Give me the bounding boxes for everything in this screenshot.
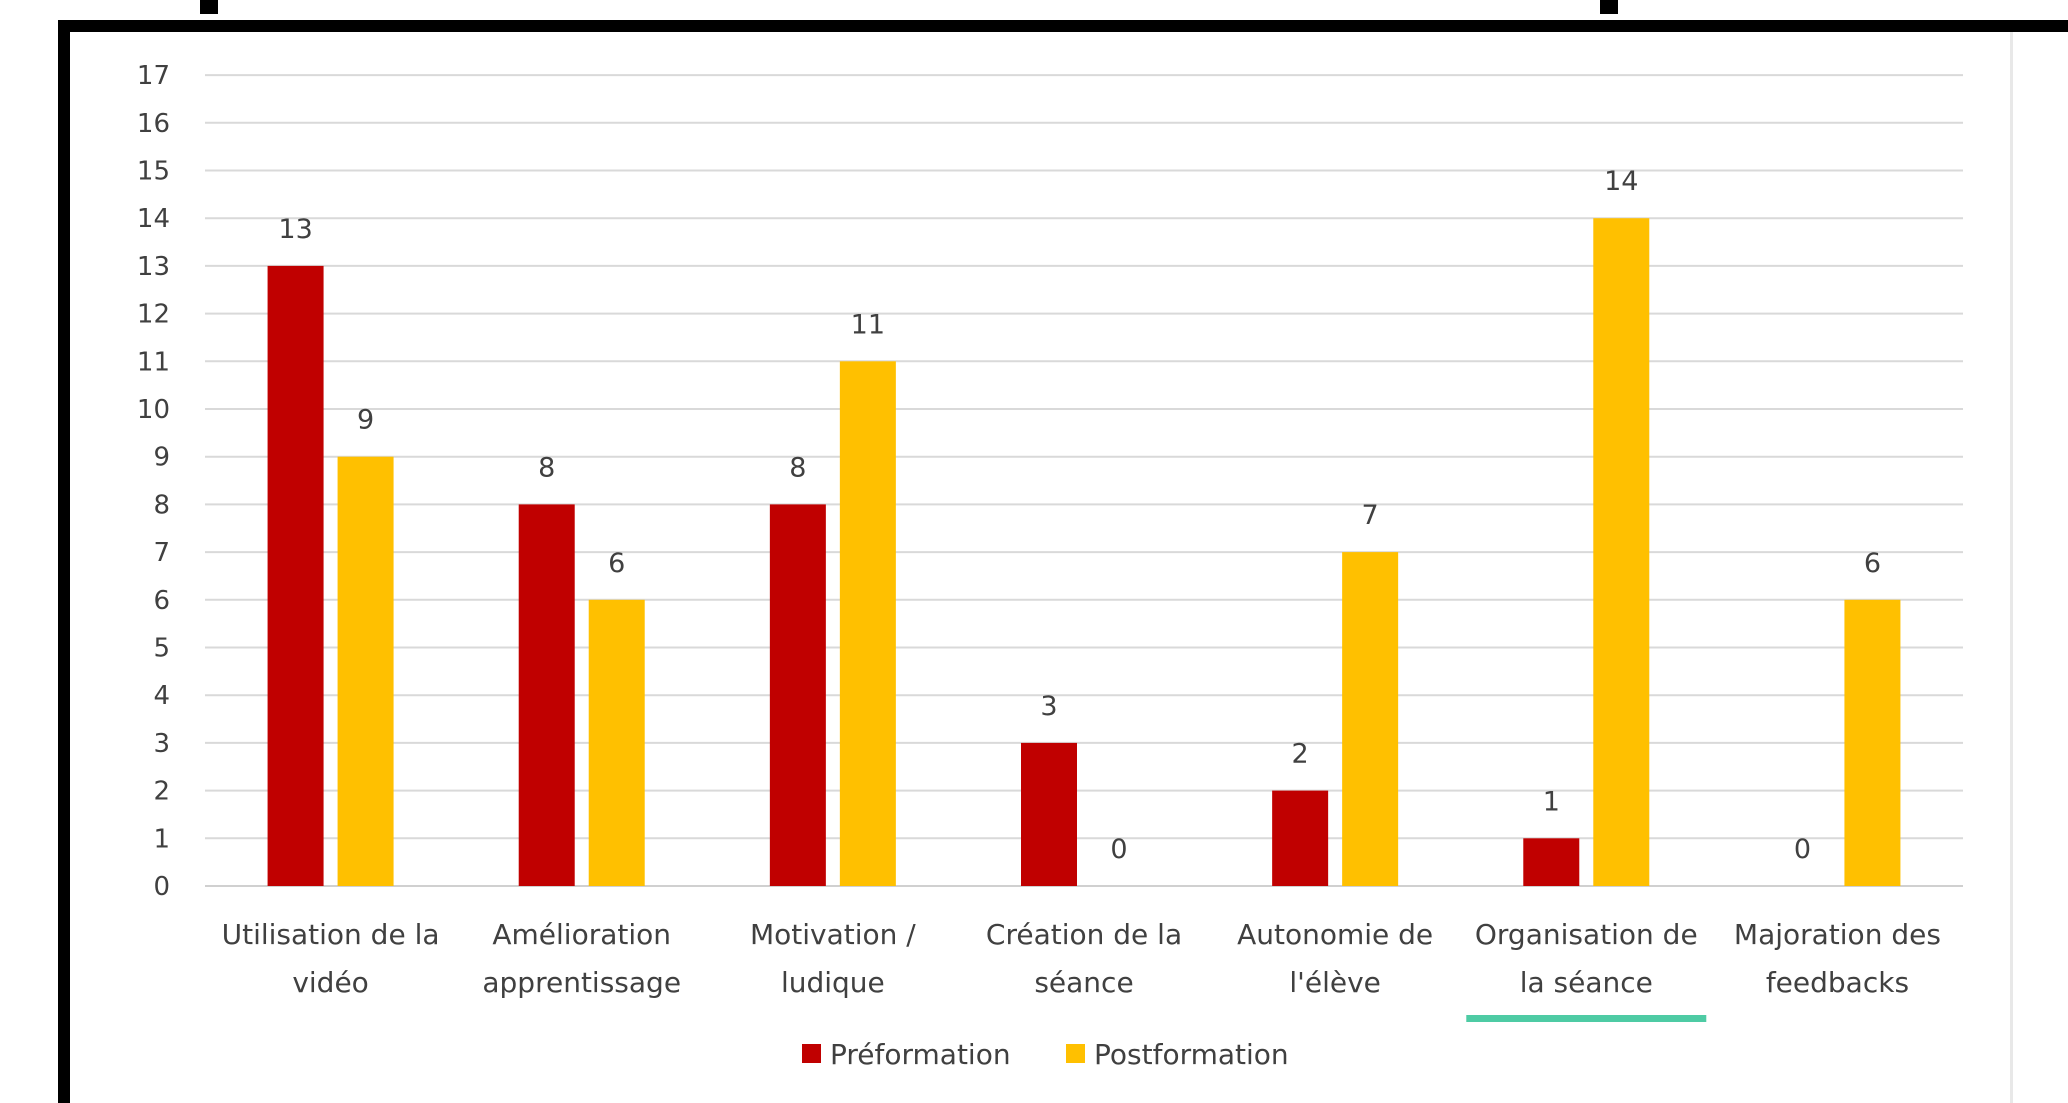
x-tick-label: vidéo (292, 966, 368, 999)
y-tick-label: 13 (137, 252, 170, 282)
y-tick-label: 12 (137, 300, 170, 330)
data-label: 11 (851, 309, 885, 340)
y-tick-label: 1 (153, 824, 170, 854)
x-tick-label: séance (1034, 966, 1133, 999)
y-tick-label: 11 (137, 347, 170, 377)
legend-swatch (802, 1044, 821, 1063)
bar (267, 265, 324, 886)
y-tick-label: 2 (153, 777, 170, 807)
bar (1593, 218, 1650, 886)
data-label: 13 (278, 214, 312, 245)
y-tick-label: 10 (137, 395, 170, 425)
bar (1523, 838, 1580, 886)
y-tick-label: 15 (137, 157, 170, 187)
data-label: 6 (608, 548, 625, 579)
legend-label: Postformation (1094, 1038, 1289, 1071)
data-label: 8 (789, 452, 806, 483)
x-tick-label: Autonomie de (1237, 918, 1433, 951)
legend-swatch (1066, 1044, 1085, 1063)
data-label: 8 (538, 452, 555, 483)
chart-area (70, 32, 2068, 1103)
data-label: 2 (1292, 739, 1309, 770)
top-marker (1600, 0, 1618, 14)
data-label: 9 (357, 405, 374, 436)
y-tick-label: 16 (137, 109, 170, 139)
data-label: 7 (1362, 500, 1379, 531)
highlight-underline (1466, 1015, 1707, 1022)
top-marker (200, 0, 218, 14)
bar (1844, 599, 1901, 886)
y-tick-label: 9 (153, 443, 170, 473)
y-tick-label: 5 (153, 634, 170, 664)
bar (1272, 790, 1329, 886)
y-tick-label: 7 (153, 538, 170, 568)
legend-label: Préformation (830, 1038, 1011, 1071)
x-tick-label: Organisation de (1475, 918, 1698, 951)
x-tick-label: Majoration des (1734, 918, 1941, 951)
right-divider (2010, 32, 2013, 1103)
x-tick-label: Amélioration (492, 918, 671, 951)
x-tick-label: Motivation / (750, 918, 916, 951)
data-label: 14 (1604, 166, 1638, 197)
x-tick-label: Création de la (986, 918, 1182, 951)
bar (1342, 552, 1399, 886)
bar (839, 361, 896, 886)
x-tick-label: l'élève (1289, 966, 1381, 999)
x-tick-label: la séance (1520, 966, 1653, 999)
bar (518, 504, 575, 886)
bar (588, 599, 645, 886)
y-tick-label: 17 (137, 61, 170, 91)
data-label: 1 (1543, 786, 1560, 817)
data-label: 6 (1864, 548, 1881, 579)
y-tick-label: 14 (137, 204, 170, 234)
y-tick-label: 6 (153, 586, 170, 616)
x-tick-label: ludique (781, 966, 885, 999)
y-tick-label: 0 (153, 872, 170, 902)
data-label: 0 (1794, 834, 1811, 865)
x-tick-label: apprentissage (482, 966, 681, 999)
x-tick-label: feedbacks (1766, 966, 1909, 999)
bar (769, 504, 826, 886)
bar (1021, 742, 1077, 886)
y-tick-label: 4 (153, 681, 170, 711)
data-label: 0 (1110, 834, 1127, 865)
y-tick-label: 8 (153, 490, 170, 520)
data-label: 3 (1040, 691, 1057, 722)
y-tick-label: 3 (153, 729, 170, 759)
bar (337, 456, 394, 886)
x-tick-label: Utilisation de la (222, 918, 440, 951)
